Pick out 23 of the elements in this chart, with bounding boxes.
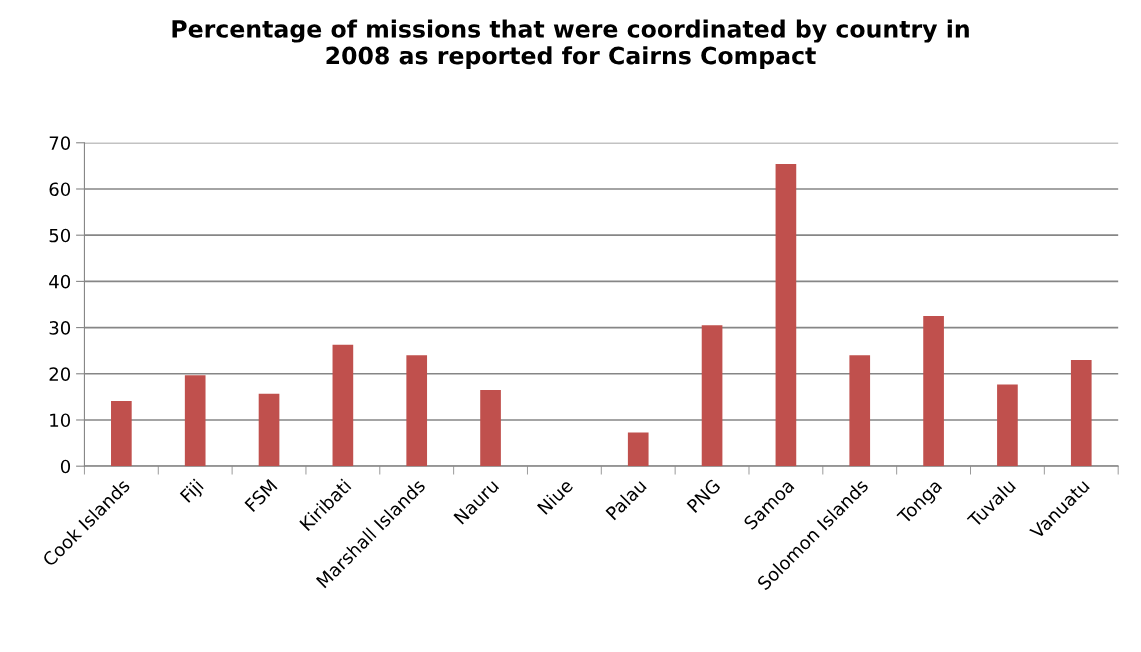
y-tick-label: 10 xyxy=(50,413,71,428)
bar xyxy=(406,355,428,467)
bar xyxy=(480,389,501,467)
bar xyxy=(258,393,280,467)
y-tick-label: 0 xyxy=(60,459,71,474)
bar xyxy=(111,401,132,467)
y-tick-label: 60 xyxy=(49,182,71,197)
y-tick-label: 20 xyxy=(49,367,71,381)
bar xyxy=(1070,359,1092,467)
bar xyxy=(849,355,871,467)
y-tick-label: 30 xyxy=(49,321,71,335)
y-tick-label: 70 xyxy=(49,136,71,150)
x-tick-label: Fiji xyxy=(179,478,207,506)
bar xyxy=(332,344,354,467)
bar xyxy=(997,384,1018,467)
y-tick-label: 50 xyxy=(49,228,71,243)
bar xyxy=(627,432,649,467)
chart-title: Percentage of missions that were coordinated by country in 2008 as reported for Cairns Compact xyxy=(172,19,969,70)
y-tick-label: 40 xyxy=(49,274,71,289)
bar xyxy=(184,375,206,467)
bar xyxy=(775,164,797,467)
bar xyxy=(701,325,723,467)
bar xyxy=(923,316,944,467)
